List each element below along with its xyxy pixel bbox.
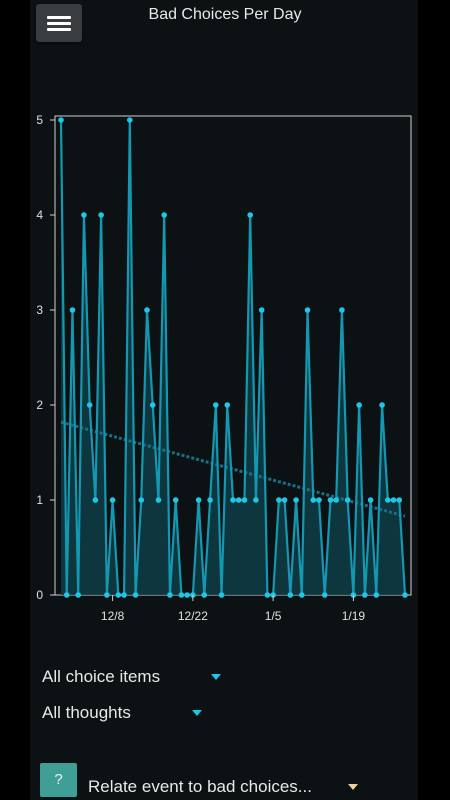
data-point — [172, 497, 179, 503]
data-point — [390, 497, 397, 503]
data-point — [75, 592, 81, 598]
y-tick-label: 4 — [36, 208, 43, 222]
data-point — [132, 592, 139, 598]
help-button[interactable]: ? — [40, 763, 77, 797]
data-point — [304, 307, 311, 313]
data-point — [224, 402, 231, 408]
data-point — [149, 402, 156, 408]
data-point — [258, 307, 265, 313]
data-point — [213, 402, 219, 408]
data-point — [235, 497, 242, 503]
data-point — [299, 592, 305, 598]
chevron-down-icon[interactable] — [211, 674, 221, 680]
y-tick-label: 3 — [36, 303, 43, 317]
data-point — [281, 497, 288, 503]
data-point — [379, 402, 385, 408]
data-point — [81, 212, 87, 218]
hamburger-icon-bar — [47, 22, 71, 25]
data-point — [218, 592, 225, 598]
hamburger-icon-bar — [47, 28, 71, 31]
data-point — [333, 497, 340, 503]
page-title: Bad Choices Per Day — [148, 6, 302, 23]
data-point — [201, 592, 208, 598]
relate-event-dropdown[interactable]: Relate event to bad choices... — [88, 777, 312, 796]
choice-items-label: All choice items — [42, 667, 161, 686]
data-point — [58, 117, 64, 123]
x-tick-label: 1/5 — [265, 609, 282, 623]
data-point — [63, 592, 70, 598]
chevron-down-icon[interactable] — [348, 784, 358, 790]
data-point — [92, 497, 99, 503]
bad-choices-chart: 0 1 2 3 4 5 12/8 12/22 1/5 1/19 — [36, 113, 412, 623]
hamburger-icon — [47, 16, 71, 19]
data-point — [184, 592, 190, 598]
data-point — [241, 497, 248, 503]
app-screen — [30, 0, 418, 800]
x-tick-label: 12/22 — [178, 609, 208, 623]
menu-button[interactable] — [36, 4, 82, 42]
data-point — [178, 592, 185, 598]
data-point — [316, 497, 322, 503]
data-point — [385, 497, 391, 503]
y-tick-label: 2 — [36, 398, 43, 412]
x-tick-label: 1/19 — [342, 609, 366, 623]
data-point — [207, 497, 213, 503]
y-tick-label: 5 — [36, 113, 43, 127]
data-point — [127, 117, 133, 123]
data-point — [362, 592, 368, 598]
data-point — [367, 497, 374, 503]
data-point — [98, 212, 104, 218]
data-point — [327, 497, 334, 503]
data-point — [310, 497, 317, 503]
data-point — [161, 212, 167, 218]
data-point — [276, 497, 282, 503]
data-point — [402, 592, 408, 598]
data-point — [138, 497, 145, 503]
data-point — [321, 592, 328, 598]
data-point — [356, 402, 362, 408]
data-point — [396, 497, 403, 503]
thoughts-dropdown[interactable]: All thoughts — [42, 703, 131, 723]
data-point — [195, 497, 202, 503]
y-tick-label: 0 — [36, 588, 43, 602]
data-point — [344, 497, 351, 503]
data-point — [115, 592, 122, 598]
data-point — [339, 307, 345, 313]
data-point — [86, 402, 93, 408]
data-point — [287, 592, 294, 598]
data-point — [293, 497, 299, 503]
data-point — [121, 592, 127, 598]
chevron-down-icon[interactable] — [192, 710, 202, 716]
data-point — [230, 497, 236, 503]
data-point — [109, 497, 116, 503]
data-point — [264, 592, 271, 598]
data-point — [144, 307, 150, 313]
data-point — [253, 497, 259, 503]
series-area — [61, 120, 405, 595]
y-tick-label: 1 — [36, 493, 43, 507]
x-tick-label: 12/8 — [101, 609, 125, 623]
choice-items-dropdown[interactable]: All choice items — [42, 667, 160, 687]
data-point — [69, 307, 76, 313]
thoughts-label: All thoughts — [42, 703, 131, 722]
data-point — [373, 592, 380, 598]
data-point — [104, 592, 110, 598]
data-point — [167, 592, 173, 598]
data-point — [155, 497, 162, 503]
data-point — [247, 212, 253, 218]
